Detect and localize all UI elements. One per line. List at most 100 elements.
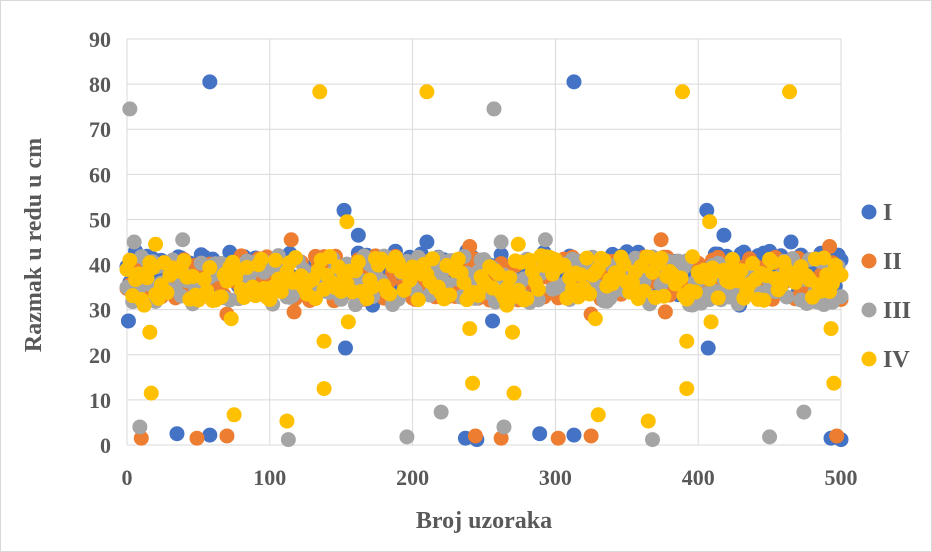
point-I (419, 234, 435, 250)
point-III (433, 404, 449, 420)
point-IV (213, 289, 229, 305)
point-IV (410, 292, 426, 308)
point-IV (596, 252, 612, 268)
point-IV (382, 286, 398, 302)
y-axis-title: Razmak u redu u cm (21, 138, 47, 352)
point-IV (710, 290, 726, 306)
point-IV (202, 260, 218, 276)
point-IV (253, 251, 269, 267)
legend-label: IV (883, 347, 910, 373)
point-IV (502, 270, 518, 286)
point-IV (616, 256, 632, 272)
legend-label: II (883, 249, 902, 275)
point-IV (350, 254, 366, 270)
point-I (120, 313, 136, 329)
point-IV (425, 251, 441, 267)
point-IV (359, 291, 375, 307)
y-tick-label: 40 (89, 253, 111, 278)
point-IV (674, 84, 690, 100)
point-IV (590, 407, 606, 423)
x-axis-title: Broj uzoraka (416, 508, 552, 534)
x-tick-label: 500 (825, 465, 858, 490)
point-III (493, 234, 509, 250)
point-IV (573, 267, 589, 283)
series-IV (119, 84, 849, 429)
point-II (657, 304, 673, 320)
point-IV (262, 292, 278, 308)
point-IV (145, 260, 161, 276)
legend-label: I (883, 200, 892, 226)
point-IV (159, 285, 175, 301)
legend-label: III (883, 298, 911, 324)
x-tick-label: 400 (682, 465, 715, 490)
point-IV (579, 250, 595, 266)
point-I (566, 74, 582, 90)
x-tick-label: 200 (396, 465, 429, 490)
point-IV (176, 253, 192, 269)
y-tick-label: 20 (89, 343, 111, 368)
x-tick-label: 100 (253, 465, 286, 490)
legend-item-IV: IV (861, 347, 910, 373)
point-IV (826, 375, 842, 391)
point-IV (687, 284, 703, 300)
point-II (583, 428, 599, 444)
point-III (537, 232, 553, 248)
point-II (219, 428, 235, 444)
point-IV (122, 252, 138, 268)
point-III (833, 289, 849, 305)
point-I (202, 427, 218, 443)
point-I (169, 426, 185, 442)
point-IV (656, 288, 672, 304)
point-III (399, 429, 415, 445)
point-IV (505, 324, 521, 340)
point-IV (833, 267, 849, 283)
point-IV (148, 236, 164, 252)
point-IV (196, 271, 212, 287)
point-IV (322, 249, 338, 265)
point-IV (185, 269, 201, 285)
legend-item-II: II (861, 249, 902, 275)
point-IV (724, 251, 740, 267)
point-III (486, 101, 502, 117)
point-IV (223, 311, 239, 327)
point-I (700, 340, 716, 356)
point-IV (142, 324, 158, 340)
point-IV (226, 407, 242, 423)
point-II (493, 430, 509, 446)
point-IV (373, 251, 389, 267)
point-IV (462, 321, 478, 337)
point-II (283, 232, 299, 248)
point-II (133, 430, 149, 446)
point-IV (703, 314, 719, 330)
tick-labels: 0 10 20 30 40 50 60 70 80 90 0 100 200 300 400 500 (89, 27, 858, 490)
point-III (132, 419, 148, 435)
point-IV (419, 84, 435, 100)
point-I (202, 74, 218, 90)
point-IV (288, 250, 304, 266)
point-III (762, 429, 778, 445)
point-III (126, 234, 142, 250)
y-tick-label: 50 (89, 207, 111, 232)
point-IV (733, 263, 749, 279)
y-tick-label: 70 (89, 117, 111, 142)
x-tick-label: 0 (122, 465, 133, 490)
grid (126, 38, 842, 446)
point-IV (684, 249, 700, 265)
point-IV (312, 84, 328, 100)
point-III (496, 419, 512, 435)
y-tick-label: 60 (89, 162, 111, 187)
point-II (653, 232, 669, 248)
point-IV (673, 270, 689, 286)
point-IV (679, 333, 695, 349)
point-IV (490, 266, 506, 282)
point-IV (556, 257, 572, 273)
point-III (175, 232, 191, 248)
legend-marker (861, 253, 877, 269)
point-IV (239, 259, 255, 275)
point-II (189, 430, 205, 446)
point-IV (456, 275, 472, 291)
point-I (532, 426, 548, 442)
point-IV (470, 287, 486, 303)
